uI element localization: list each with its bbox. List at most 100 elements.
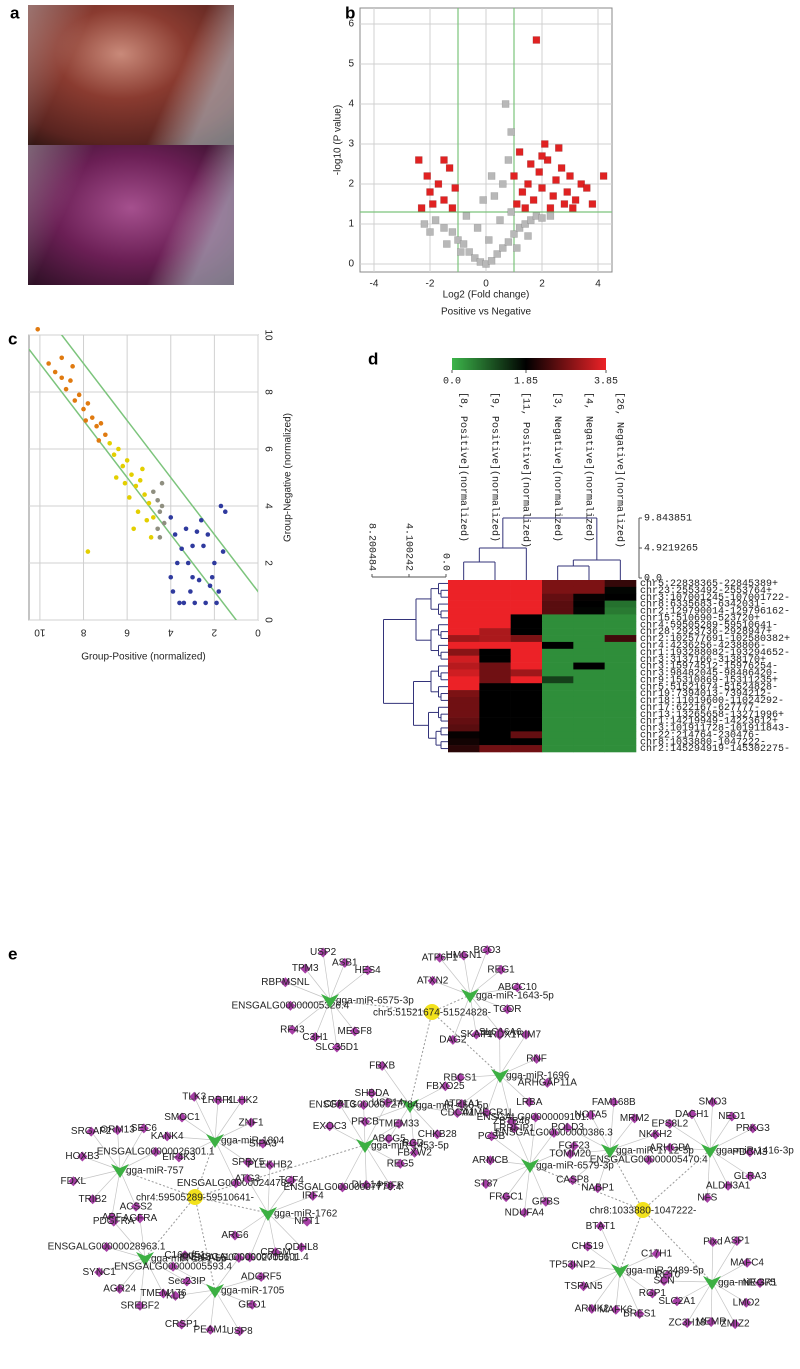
target-node — [179, 1250, 190, 1261]
target-label: CRGM — [260, 1247, 291, 1258]
target-node — [723, 1180, 734, 1191]
mirna-node — [401, 1099, 419, 1113]
y-tick-label: 6 — [348, 19, 354, 30]
x-tick-label: 10 — [34, 626, 46, 637]
point — [170, 589, 176, 594]
edge — [139, 1257, 146, 1306]
heatmap-cell — [510, 717, 543, 725]
edge — [609, 1149, 649, 1161]
mirna-node — [491, 1069, 509, 1083]
point — [451, 184, 459, 192]
x-tick-label: 0 — [483, 279, 489, 290]
x-axis-label: Group-Positive (normalized) — [81, 652, 206, 663]
point — [541, 140, 549, 148]
target-label: MEGF8 — [338, 1026, 373, 1037]
point — [140, 466, 145, 472]
heatmap-cell — [573, 669, 605, 677]
heatmap-cell — [604, 703, 637, 712]
target-node — [485, 1155, 496, 1166]
target-label: SRGAP2 — [71, 1126, 112, 1137]
target-node — [730, 1319, 741, 1330]
target-node — [754, 1278, 765, 1289]
target-node — [362, 965, 373, 976]
edge — [619, 1209, 644, 1271]
edge — [111, 1169, 121, 1218]
target-node — [130, 1201, 141, 1212]
target-label: SREBF2 — [121, 1300, 160, 1311]
heatmap-cell — [510, 580, 543, 588]
heatmap-cell — [604, 614, 637, 622]
point — [496, 216, 504, 224]
heatmap-cell — [573, 690, 605, 698]
edge — [364, 1144, 401, 1165]
edge — [117, 1130, 121, 1171]
point — [510, 172, 518, 180]
point — [571, 196, 580, 204]
y-tick-label: 8 — [262, 389, 273, 395]
target-node — [393, 1118, 404, 1129]
point — [151, 489, 156, 495]
target-node — [647, 1288, 658, 1299]
target-label: ALDH3A1 — [706, 1180, 751, 1191]
target-node — [506, 1116, 517, 1127]
edge — [691, 1114, 711, 1151]
target-label: ENSGALG00000026301.1 — [97, 1147, 215, 1158]
edge — [524, 1164, 531, 1213]
edge — [329, 969, 368, 1001]
heatmap-cell — [542, 580, 574, 588]
target-node — [458, 950, 469, 961]
edge — [469, 994, 508, 1010]
target-label: AGFRA — [123, 1213, 158, 1224]
heatmap-cell — [604, 593, 637, 601]
edge — [707, 1149, 711, 1198]
target-node — [521, 1029, 532, 1040]
point — [493, 250, 501, 258]
heatmap-cell — [479, 710, 511, 718]
target-label: CRSP1 — [165, 1319, 199, 1330]
edge — [709, 1102, 713, 1151]
row-label: chr9:15310869-15311235+ — [640, 674, 778, 686]
point — [420, 220, 429, 228]
target-node — [337, 1182, 348, 1193]
point — [151, 515, 156, 520]
edge — [597, 1149, 611, 1189]
point — [563, 188, 571, 196]
point — [440, 196, 448, 204]
point — [68, 378, 73, 383]
target-node — [494, 1030, 505, 1041]
dendrogram-tick-label: 0.0 — [439, 553, 450, 571]
point — [440, 224, 448, 232]
target-label: HOXB3 — [65, 1151, 99, 1162]
point — [159, 480, 165, 486]
edge — [329, 999, 338, 1048]
heatmap-cell — [604, 738, 637, 746]
target-label: PEAM1 — [193, 1324, 227, 1335]
heatmap-cell — [604, 641, 637, 650]
target-node — [339, 957, 350, 968]
point — [429, 200, 437, 208]
heatmap-cell — [479, 593, 511, 601]
target-label: PRCB — [351, 1116, 379, 1127]
point — [513, 200, 521, 208]
target-label: REG5 — [387, 1158, 415, 1169]
edge — [711, 1281, 760, 1284]
edge — [664, 1280, 713, 1283]
heatmap-cell — [573, 710, 605, 718]
target-node — [158, 1288, 169, 1299]
row-label: chr8:1033880-1047222- — [640, 736, 766, 748]
heatmap-cell — [542, 669, 574, 677]
heatmap-cell — [448, 731, 480, 739]
target-label: GLRA3 — [734, 1171, 767, 1182]
target-label: CHS19 — [572, 1241, 605, 1252]
heatmap-cell — [448, 600, 480, 608]
edge — [214, 1139, 249, 1163]
point — [445, 164, 454, 172]
point — [426, 228, 434, 236]
target-label: ENSGALG00000007779.4 — [284, 1182, 402, 1193]
row-label: chr28:2923736-2928947+ — [640, 626, 772, 638]
photo-highlight — [28, 5, 234, 145]
point — [192, 600, 198, 606]
colorbar-label: 0.0 — [443, 377, 461, 388]
target-label: USP2 — [310, 947, 337, 958]
point — [583, 184, 591, 192]
